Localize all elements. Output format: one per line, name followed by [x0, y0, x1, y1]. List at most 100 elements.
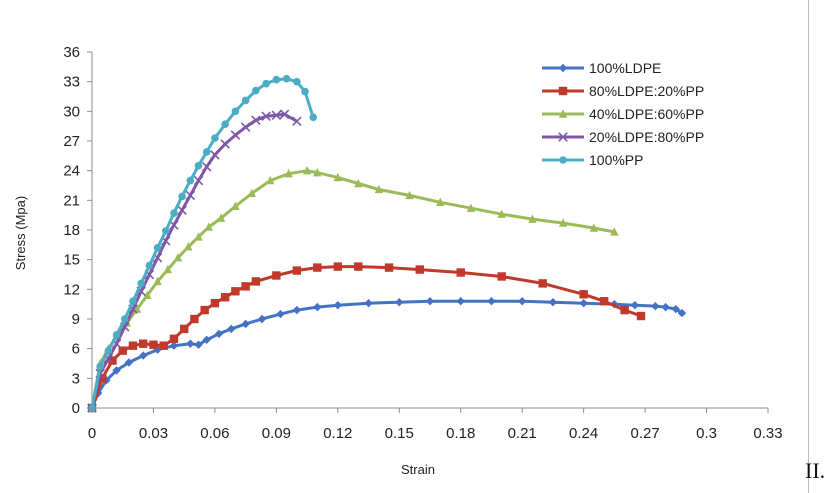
- data-point: [210, 150, 220, 160]
- data-point: [284, 168, 293, 178]
- data-point: [262, 79, 270, 88]
- series-2: [87, 165, 619, 412]
- data-point: [149, 340, 158, 349]
- legend-label: 40%LDPE:60%PP: [589, 106, 704, 122]
- x-axis-title: Strain: [401, 462, 435, 477]
- data-point: [129, 297, 137, 306]
- series-4: [88, 74, 318, 412]
- y-tick-label: 9: [72, 311, 80, 328]
- x-tick-label: 0.03: [139, 425, 168, 442]
- data-point: [301, 87, 309, 96]
- series-line: [90, 169, 615, 409]
- data-point: [251, 115, 261, 125]
- data-point: [200, 305, 209, 315]
- data-point: [528, 214, 537, 223]
- data-point: [538, 279, 547, 288]
- x-tick-label: 0.15: [385, 425, 414, 442]
- data-point: [194, 161, 203, 170]
- data-point: [456, 268, 465, 277]
- data-point: [173, 252, 183, 262]
- data-point: [671, 304, 681, 314]
- legend-label: 100%LDPE: [589, 60, 661, 76]
- data-point: [364, 298, 373, 308]
- data-point: [487, 297, 496, 306]
- series-line: [90, 299, 683, 409]
- data-point: [120, 315, 129, 323]
- y-tick-label: 33: [63, 74, 80, 91]
- data-point: [190, 314, 199, 324]
- x-tick-label: 0.06: [200, 425, 229, 442]
- data-point: [610, 227, 619, 236]
- y-tick-label: 3: [72, 370, 80, 387]
- legend-label: 100%PP: [589, 152, 643, 168]
- data-point: [112, 366, 121, 375]
- data-point: [163, 264, 172, 274]
- data-point: [374, 184, 383, 194]
- data-point: [241, 282, 250, 291]
- data-point: [456, 297, 465, 306]
- data-point: [279, 109, 290, 120]
- x-tick-label: 0.18: [446, 425, 475, 442]
- data-point: [240, 122, 251, 132]
- legend-item: 80%LDPE:20%PP: [542, 83, 704, 99]
- data-point: [599, 297, 609, 306]
- data-point: [636, 311, 646, 321]
- legend-label: 80%LDPE:20%PP: [589, 83, 704, 99]
- data-point: [153, 276, 162, 286]
- data-point: [497, 272, 506, 281]
- data-point: [247, 188, 256, 198]
- y-tick-label: 0: [72, 400, 80, 417]
- data-point: [220, 293, 230, 302]
- legend-marker: [558, 132, 568, 142]
- data-point: [292, 116, 302, 126]
- data-point: [579, 298, 588, 308]
- data-point: [185, 190, 196, 201]
- data-point: [425, 297, 435, 306]
- y-tick-label: 24: [63, 163, 80, 180]
- y-tick-label: 18: [63, 222, 80, 239]
- data-point: [272, 271, 281, 280]
- x-tick-label: 0.33: [753, 425, 782, 442]
- data-point: [104, 346, 113, 355]
- data-point: [313, 302, 322, 312]
- y-tick-label: 27: [63, 133, 80, 150]
- data-point: [194, 340, 203, 349]
- data-point: [118, 346, 127, 355]
- data-point: [216, 213, 226, 222]
- section-label: II.: [805, 458, 826, 483]
- data-point: [333, 172, 343, 182]
- data-point: [251, 277, 261, 286]
- data-point: [661, 302, 670, 312]
- data-point: [231, 107, 240, 116]
- legend-label: 20%LDPE:80%PP: [589, 129, 704, 145]
- series-layer: [87, 74, 687, 413]
- data-point: [333, 300, 343, 310]
- data-point: [201, 161, 212, 172]
- data-point: [169, 341, 179, 350]
- legend-item: 100%LDPE: [542, 60, 661, 76]
- data-point: [159, 341, 168, 350]
- data-point: [202, 148, 211, 156]
- data-point: [313, 167, 322, 177]
- data-point: [354, 178, 363, 188]
- data-point: [227, 324, 236, 334]
- data-point: [112, 331, 121, 339]
- data-point: [221, 120, 229, 128]
- data-point: [241, 319, 250, 329]
- x-tick-label: 0.12: [323, 425, 352, 442]
- data-point: [96, 362, 104, 371]
- legend-item: 100%PP: [542, 152, 643, 168]
- data-point: [266, 175, 275, 185]
- data-point: [186, 176, 195, 185]
- x-tick-label: 0.24: [569, 425, 598, 442]
- data-point: [179, 324, 189, 334]
- data-point: [558, 218, 568, 227]
- y-tick-label: 6: [72, 341, 80, 358]
- data-point: [630, 300, 640, 310]
- y-tick-label: 21: [63, 192, 80, 209]
- data-point: [395, 297, 404, 307]
- data-point: [170, 209, 178, 217]
- y-tick-label: 15: [63, 252, 80, 269]
